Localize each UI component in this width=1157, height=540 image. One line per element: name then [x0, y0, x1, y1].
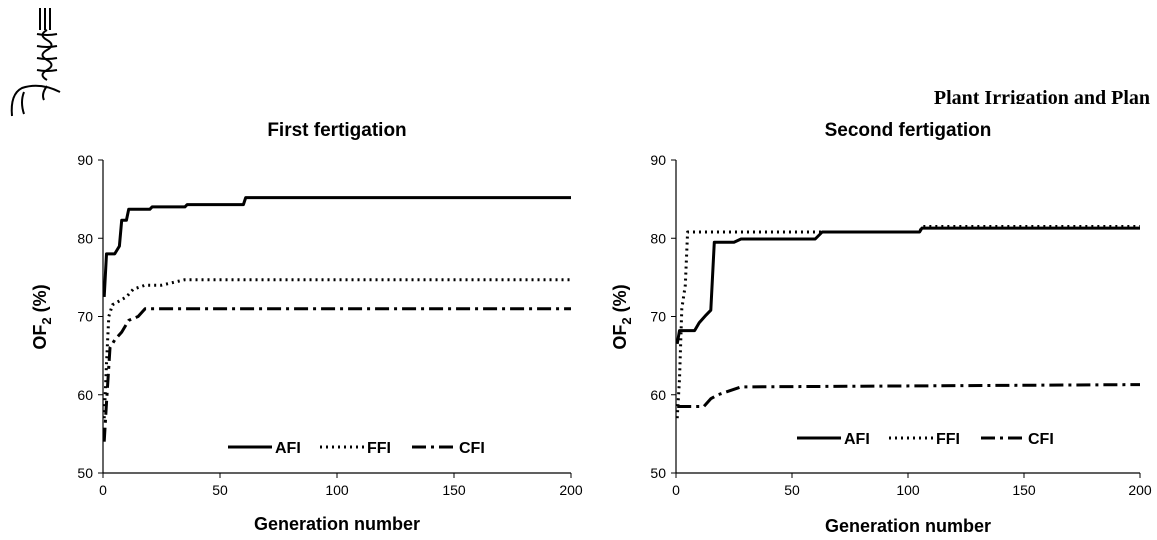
chart-title: First fertigation	[267, 120, 406, 141]
svg-text:OF2 (%): OF2 (%)	[30, 284, 54, 349]
series-line-cfi	[102, 307, 571, 442]
series-line-afi	[102, 196, 571, 297]
chart-title: Second fertigation	[825, 120, 992, 141]
chart-legend: AFI FFI CFI	[228, 440, 485, 457]
legend-label-cfi: CFI	[1028, 431, 1054, 448]
x-axis-label: Generation number	[825, 516, 991, 536]
x-tick-label: 100	[896, 482, 920, 498]
legend-label-cfi: CFI	[459, 440, 485, 457]
chart-axes: 50 60 70 80 90 0 50 100 150 200	[650, 152, 1151, 498]
series-line-ffi	[102, 278, 571, 419]
y-axis-label: OF2 (%)	[30, 284, 54, 349]
svg-text:OF2 (%): OF2 (%)	[610, 284, 634, 349]
header-partial-text: Plant Irrigation and Plan	[934, 87, 1150, 109]
y-tick-label: 50	[77, 465, 93, 481]
y-tick-label: 90	[650, 152, 666, 168]
x-tick-label: 0	[99, 482, 107, 498]
series-line-ffi	[675, 225, 1140, 419]
chart-series	[675, 225, 1141, 419]
chart-axes: 50 60 70 80 90 0 50 100 150 200	[77, 152, 582, 498]
x-tick-label: 150	[442, 482, 466, 498]
x-tick-label: 200	[559, 482, 583, 498]
x-tick-label: 200	[1128, 482, 1152, 498]
y-tick-label: 50	[650, 465, 666, 481]
y-tick-label: 80	[77, 230, 93, 246]
legend-label-ffi: FFI	[367, 440, 391, 457]
x-tick-label: 150	[1012, 482, 1036, 498]
y-axis-label: OF2 (%)	[610, 284, 634, 349]
chart-second-fertigation: Second fertigation OF2 (%) Generation nu…	[610, 120, 1152, 536]
chart-series	[102, 196, 571, 442]
y-axis-label-unit: (%)	[610, 284, 630, 317]
wheat-logo-icon	[10, 8, 61, 117]
series-line-afi	[675, 226, 1140, 345]
y-axis-label-main: OF	[30, 325, 50, 350]
x-tick-label: 100	[325, 482, 349, 498]
chart-legend: AFI FFI CFI	[797, 431, 1054, 448]
y-tick-label: 60	[77, 387, 93, 403]
header-clip-mask	[700, 104, 1157, 120]
y-tick-label: 70	[650, 309, 666, 325]
x-tick-label: 50	[212, 482, 228, 498]
y-axis-label-unit: (%)	[30, 284, 50, 317]
y-axis-label-subscript: 2	[619, 317, 634, 324]
y-tick-label: 70	[77, 309, 93, 325]
legend-label-ffi: FFI	[936, 431, 960, 448]
x-tick-label: 50	[784, 482, 800, 498]
chart-first-fertigation: First fertigation OF2 (%) Generation num…	[30, 120, 583, 534]
series-line-cfi	[677, 383, 1141, 408]
legend-label-afi: AFI	[844, 431, 870, 448]
y-tick-label: 90	[77, 152, 93, 168]
y-axis-label-subscript: 2	[39, 317, 54, 324]
legend-label-afi: AFI	[275, 440, 301, 457]
y-tick-label: 80	[650, 230, 666, 246]
y-axis-label-main: OF	[610, 325, 630, 350]
y-tick-label: 60	[650, 387, 666, 403]
x-tick-label: 0	[672, 482, 680, 498]
x-axis-label: Generation number	[254, 514, 420, 534]
